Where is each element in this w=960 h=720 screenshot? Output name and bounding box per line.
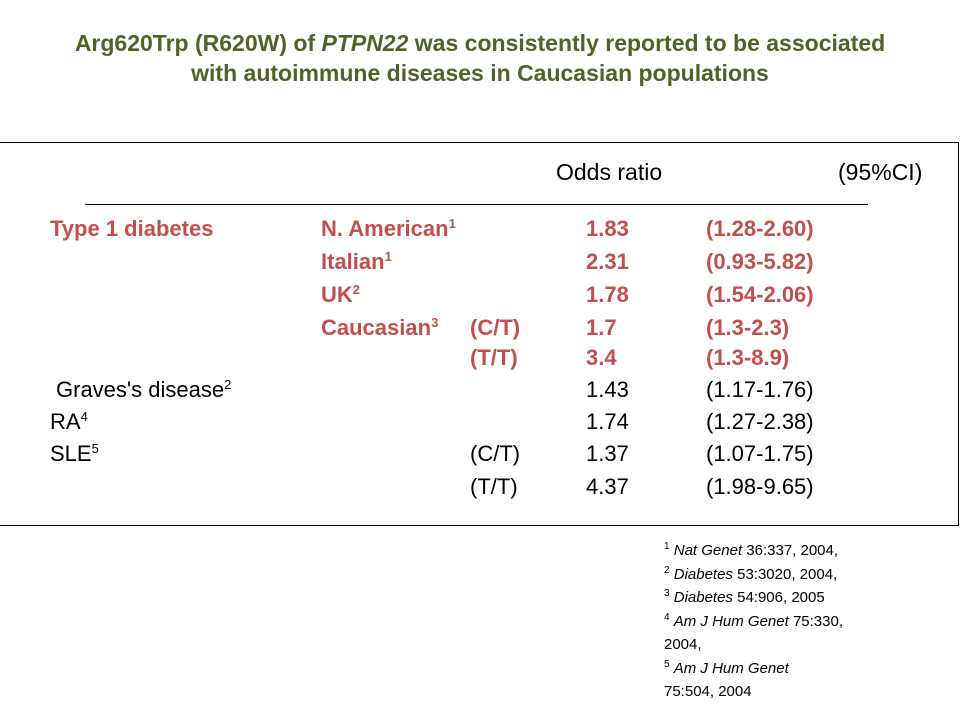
odds-ratio-cell: 1.7 [586, 315, 617, 341]
ci-cell-text: (1.3-8.9) [706, 345, 790, 370]
disease-cell-ref: 2 [224, 377, 232, 392]
odds-ratio-cell: 1.37 [586, 441, 629, 467]
reference-citation: 36:337, 2004, [742, 542, 839, 559]
ci-cell-text: (0.93-5.82) [706, 249, 814, 274]
reference-item: 5 Am J Hum Genet [664, 657, 904, 681]
reference-continuation: 75:504, 2004 [664, 683, 752, 700]
reference-journal: Am J Hum Genet [673, 612, 789, 630]
header-rule [85, 204, 868, 205]
odds-ratio-cell-text: 1.7 [586, 315, 617, 340]
ci-cell: (1.27-2.38) [706, 409, 814, 435]
odds-ratio-cell: 2.31 [586, 249, 629, 275]
reference-citation: 54:906, 2005 [732, 589, 825, 606]
reference-journal: Diabetes [673, 589, 733, 606]
ci-cell: (1.28-2.60) [706, 216, 814, 242]
ci-cell-text: (1.07-1.75) [706, 441, 814, 466]
ci-cell: (1.54-2.06) [706, 282, 814, 308]
ci-cell: (1.17-1.76) [706, 377, 814, 403]
reference-journal: Nat Genet [673, 542, 743, 559]
odds-ratio-cell: 1.74 [586, 409, 629, 435]
reference-continuation: 2004, [664, 636, 702, 653]
odds-ratio-cell: 4.37 [586, 474, 629, 500]
disease-cell-text: Graves's disease [56, 377, 225, 402]
reference-number: 2 [664, 564, 670, 576]
table-frame [0, 142, 959, 526]
title-line-1: Arg620Trp (R620W) of PTPN22 was consiste… [0, 28, 960, 58]
population-cell: UK2 [321, 282, 360, 308]
population-cell-text: N. American [321, 216, 449, 241]
odds-ratio-cell-text: 1.74 [586, 409, 629, 434]
population-cell-text: UK [321, 282, 353, 307]
odds-ratio-cell-text: 3.4 [586, 345, 617, 370]
ci-cell: (1.98-9.65) [706, 474, 814, 500]
ci-cell-text: (1.17-1.76) [706, 377, 814, 402]
ci-cell-text: (1.98-9.65) [706, 474, 814, 499]
genotype-cell-text: (C/T) [470, 315, 521, 340]
title-text-2: was consistently reported to be associat… [408, 30, 886, 56]
reference-citation: 75:330, [788, 612, 843, 630]
disease-cell-ref: 5 [91, 441, 99, 456]
title-text-1: Arg620Trp (R620W) of [74, 30, 322, 56]
odds-ratio-cell: 1.43 [586, 377, 629, 403]
odds-ratio-cell-text: 4.37 [586, 474, 629, 499]
odds-ratio-cell-text: 1.78 [586, 282, 629, 307]
disease-cell-ref: 4 [80, 409, 88, 424]
reference-number: 1 [664, 541, 670, 552]
genotype-cell-text: (T/T) [470, 345, 518, 370]
population-cell: N. American1 [321, 216, 456, 242]
odds-ratio-cell-text: 1.83 [586, 216, 629, 241]
population-cell-text: Italian [321, 249, 385, 274]
population-cell-ref: 3 [431, 315, 439, 330]
reference-item: 3 Diabetes 54:906, 2005 [664, 586, 904, 610]
population-cell: Caucasian3 [321, 315, 438, 341]
disease-cell: Type 1 diabetes [50, 216, 213, 242]
population-cell-ref: 2 [352, 282, 361, 297]
reference-journal: Am J Hum Genet [673, 659, 789, 677]
odds-ratio-cell: 1.83 [586, 216, 629, 242]
genotype-cell: (C/T) [470, 441, 520, 467]
odds-ratio-cell-text: 1.43 [586, 377, 629, 402]
population-cell-text: Caucasian [321, 315, 432, 340]
disease-cell: RA4 [50, 409, 88, 435]
ci-cell-text: (1.28-2.60) [706, 216, 814, 241]
ci-cell-text: (1.3-2.3) [706, 315, 790, 340]
ci-cell-text: (1.54-2.06) [706, 282, 814, 307]
genotype-cell: (C/T) [470, 315, 520, 341]
header-ci: (95%CI) [838, 159, 923, 185]
genotype-cell: (T/T) [470, 345, 518, 371]
population-cell-ref: 1 [384, 249, 392, 264]
reference-item: 2 Diabetes 53:3020, 2004, [664, 563, 904, 587]
disease-cell-text: RA [50, 409, 81, 434]
genotype-cell: (T/T) [470, 474, 518, 500]
slide-title: Arg620Trp (R620W) of PTPN22 was consiste… [0, 28, 960, 88]
ci-cell: (1.3-2.3) [706, 315, 789, 341]
genotype-cell-text: (C/T) [470, 441, 521, 466]
ci-cell: (1.07-1.75) [706, 441, 814, 467]
odds-ratio-cell-text: 1.37 [586, 441, 629, 466]
reference-number: 3 [664, 588, 670, 599]
ci-cell-text: (1.27-2.38) [706, 409, 814, 434]
disease-cell: Graves's disease2 [56, 377, 231, 403]
odds-ratio-cell: 3.4 [586, 345, 617, 371]
disease-cell-text: SLE [50, 441, 92, 466]
odds-ratio-cell-text: 2.31 [586, 249, 629, 274]
title-line-2: with autoimmune diseases in Caucasian po… [191, 60, 769, 86]
genotype-cell-text: (T/T) [470, 474, 518, 499]
title-gene: PTPN22 [321, 30, 409, 56]
population-cell: Italian1 [321, 249, 392, 275]
reference-citation: 53:3020, 2004, [732, 565, 838, 583]
reference-number: 4 [664, 611, 670, 623]
ci-cell: (1.3-8.9) [706, 345, 789, 371]
reference-number: 5 [664, 658, 670, 670]
disease-cell-text: Type 1 diabetes [50, 216, 214, 241]
population-cell-ref: 1 [448, 216, 456, 231]
disease-cell: SLE5 [50, 441, 99, 467]
references: 1 Nat Genet 36:337, 2004, 2 Diabetes 53:3… [664, 539, 904, 704]
reference-item: 1 Nat Genet 36:337, 2004, [664, 539, 904, 563]
odds-ratio-cell: 1.78 [586, 282, 629, 308]
header-odds-ratio: Odds ratio [556, 159, 663, 185]
ci-cell: (0.93-5.82) [706, 249, 814, 275]
reference-journal: Diabetes [673, 565, 733, 583]
reference-item: 4 Am J Hum Genet 75:330, [664, 610, 904, 634]
